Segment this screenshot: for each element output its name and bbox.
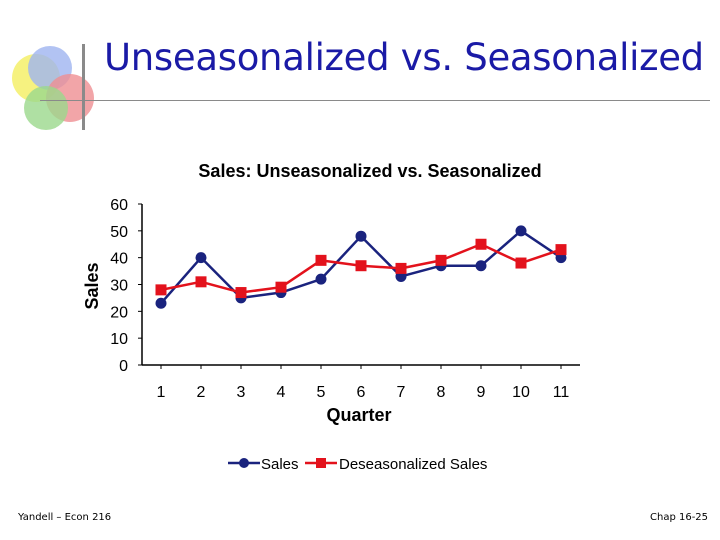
y-tick-label: 30	[110, 278, 128, 295]
x-tick-label: 2	[197, 384, 206, 401]
x-tick-label: 10	[512, 384, 530, 401]
sales-point	[155, 297, 167, 309]
legend-deseasonalized-marker	[316, 458, 326, 468]
logo-divider-bar	[82, 44, 85, 130]
x-tick-label: 1	[157, 384, 166, 401]
legend-deseasonalized-label: Deseasonalized Sales	[339, 456, 487, 473]
deseasonalized-sales-point	[355, 260, 367, 272]
sales-point	[515, 225, 527, 237]
deseasonalized-sales-point	[315, 254, 327, 266]
deseasonalized-sales-point	[515, 257, 527, 269]
x-tick-label: 6	[357, 384, 366, 401]
y-axis-label: Sales	[82, 262, 102, 309]
sales-point	[475, 260, 487, 272]
footer-course: Yandell – Econ 216	[18, 512, 112, 523]
x-axis-label: Quarter	[326, 405, 391, 425]
x-tick-label: 7	[397, 384, 406, 401]
deseasonalized-sales-point	[555, 244, 567, 256]
deseasonalized-sales-point	[475, 238, 487, 250]
x-tick-label: 4	[277, 384, 286, 401]
y-tick-label: 20	[110, 304, 128, 321]
sales-point	[195, 252, 207, 264]
footer-page-number: Chap 16-25	[650, 512, 709, 523]
legend-sales-label: Sales	[261, 456, 299, 473]
x-tick-label: 3	[237, 384, 246, 401]
y-tick-label: 40	[110, 251, 128, 268]
deseasonalized-sales-point	[155, 284, 167, 296]
x-tick-label: 11	[553, 384, 570, 401]
x-tick-label: 8	[437, 384, 446, 401]
x-tick-label: 9	[477, 384, 486, 401]
deseasonalized-sales-point	[195, 276, 207, 288]
slide-title: Unseasonalized vs. Seasonalized	[104, 36, 704, 79]
legend-sales-marker	[239, 458, 249, 468]
title-underline	[40, 100, 710, 101]
deseasonalized-sales-point	[435, 254, 447, 266]
green-circle	[24, 86, 68, 130]
y-tick-label: 10	[110, 331, 128, 348]
sales-point	[355, 230, 367, 242]
y-tick-label: 50	[110, 224, 128, 241]
y-tick-label: 0	[119, 358, 128, 375]
deseasonalized-sales-point	[235, 287, 247, 299]
x-tick-label: 5	[317, 384, 326, 401]
y-tick-label: 60	[110, 197, 128, 214]
deseasonalized-sales-point	[275, 281, 287, 293]
chart-legend: Sales Deseasonalized Sales	[228, 456, 487, 473]
chart-title: Sales: Unseasonalized vs. Seasonalized	[198, 161, 541, 181]
sales-point	[315, 273, 327, 285]
deseasonalized-sales-point	[395, 262, 407, 274]
